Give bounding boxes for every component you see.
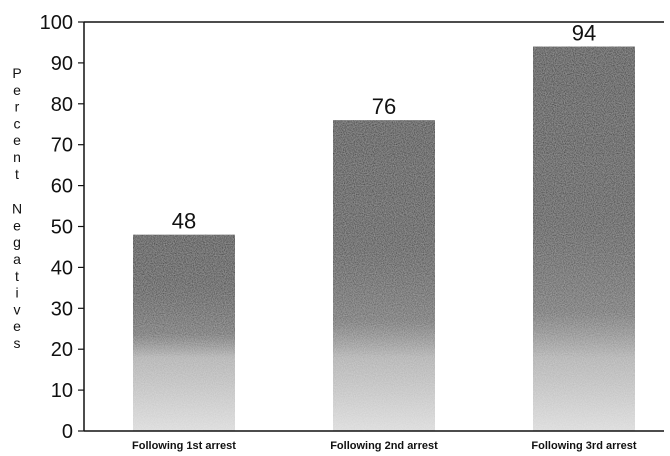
bar-3 [533, 46, 635, 431]
y-axis-label-char: n [13, 149, 21, 165]
y-axis-label-char: P [12, 65, 21, 81]
y-tick-label: 0 [62, 421, 73, 443]
data-label-1: 48 [172, 209, 196, 234]
y-axis-label-char: a [13, 251, 21, 267]
y-tick-label: 10 [51, 380, 73, 402]
data-label-2: 76 [372, 94, 396, 119]
x-tick-label-1: Following 1st arrest [132, 440, 236, 452]
data-label-3: 94 [572, 21, 596, 46]
y-axis-label-char: e [13, 318, 21, 334]
y-axis-label-char: v [14, 301, 21, 317]
y-tick-label: 100 [40, 12, 73, 34]
y-axis-label-char: r [15, 99, 20, 115]
y-axis-label-char: t [15, 166, 19, 182]
y-tick-label: 90 [51, 53, 73, 75]
bars [133, 46, 635, 431]
y-tick-label: 50 [51, 217, 73, 239]
y-axis-label-char: e [13, 217, 21, 233]
y-tick-label: 80 [51, 94, 73, 116]
y-axis: 0 10 20 30 40 50 60 70 80 90 100 [40, 12, 664, 443]
x-tick-label-2: Following 2nd arrest [330, 440, 438, 452]
y-axis-label-char: c [14, 115, 21, 131]
y-axis-label-char: N [12, 201, 22, 217]
bar-2 [333, 120, 435, 431]
y-tick-label: 30 [51, 298, 73, 320]
data-labels: 48 76 94 [172, 21, 596, 234]
y-tick-label: 40 [51, 257, 73, 279]
y-axis-label-char: i [15, 285, 18, 301]
y-axis-label-char: g [13, 234, 21, 250]
y-tick-label: 60 [51, 176, 73, 198]
y-axis-label-char: s [14, 335, 21, 351]
y-axis-label-char: t [15, 268, 19, 284]
x-axis: Following 1st arrest Following 2nd arrest… [84, 430, 664, 452]
y-tick-label: 20 [51, 339, 73, 361]
y-axis-label-char: e [13, 82, 21, 98]
y-axis-label-char: e [13, 132, 21, 148]
bar-1 [133, 234, 235, 431]
y-tick-label: 70 [51, 135, 73, 157]
x-tick-label-3: Following 3rd arrest [531, 440, 636, 452]
